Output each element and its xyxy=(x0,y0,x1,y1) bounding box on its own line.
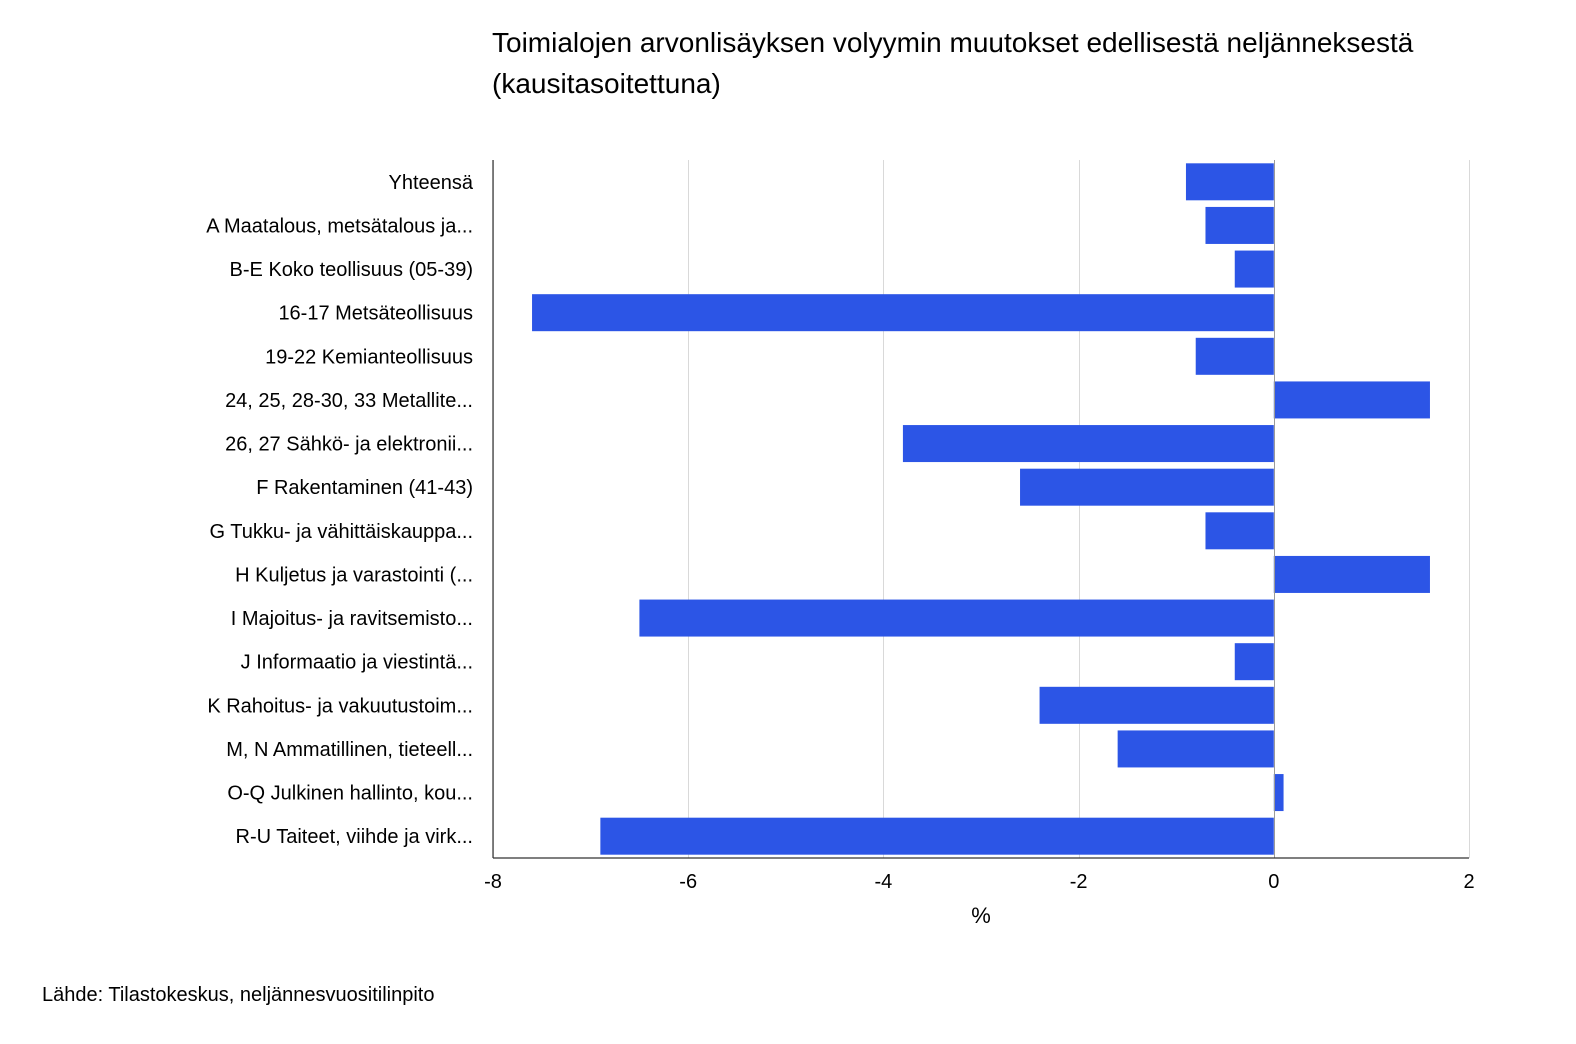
category-label: F Rakentaminen (41-43) xyxy=(256,477,473,499)
bar xyxy=(1273,381,1430,419)
category-label: A Maatalous, metsätalous ja... xyxy=(206,215,473,237)
tick-label: -4 xyxy=(875,871,893,893)
bar xyxy=(600,817,1274,855)
category-label: Yhteensä xyxy=(388,172,473,194)
source-note: Lähde: Tilastokeskus, neljännesvuositili… xyxy=(42,984,435,1006)
category-label: O-Q Julkinen hallinto, kou... xyxy=(227,783,473,805)
tick-label: 2 xyxy=(1463,871,1474,893)
category-label: I Majoitus- ja ravitsemisto... xyxy=(231,608,473,630)
chart-title: Toimialojen arvonlisäyksen volyymin muut… xyxy=(492,22,1552,104)
tick-label: -8 xyxy=(484,871,502,893)
bar xyxy=(1117,730,1274,768)
category-label: 24, 25, 28-30, 33 Metallite... xyxy=(225,390,473,412)
category-label: B-E Koko teollisuus (05-39) xyxy=(230,259,473,281)
category-label: G Tukku- ja vähittäiskauppa... xyxy=(210,521,473,543)
tick-label: -2 xyxy=(1070,871,1088,893)
bar xyxy=(1273,774,1284,812)
bar xyxy=(639,599,1274,637)
category-label: 19-22 Kemianteollisuus xyxy=(265,346,473,368)
chart-subtitle: (kausitasoitettuna) xyxy=(492,68,721,99)
category-label: M, N Ammatillinen, tieteell... xyxy=(226,739,473,761)
bar xyxy=(532,294,1274,332)
bar xyxy=(902,425,1274,463)
category-label: H Kuljetus ja varastointi (... xyxy=(235,564,473,586)
bar xyxy=(1273,555,1430,593)
tick-label: 0 xyxy=(1268,871,1279,893)
tick-label: -6 xyxy=(679,871,697,893)
category-label: 26, 27 Sähkö- ja elektronii... xyxy=(225,434,473,456)
chart-title-line: Toimialojen arvonlisäyksen volyymin muut… xyxy=(492,27,1414,58)
bar xyxy=(1195,337,1274,375)
bar xyxy=(1039,686,1274,724)
bar xyxy=(1205,512,1274,550)
bar xyxy=(1234,643,1274,681)
category-label: K Rahoitus- ja vakuutustoim... xyxy=(207,695,473,717)
bar xyxy=(1020,468,1274,506)
bar xyxy=(1234,250,1274,288)
bar xyxy=(1205,206,1274,244)
bar xyxy=(1185,163,1274,201)
category-label: 16-17 Metsäteollisuus xyxy=(278,303,473,325)
category-label: J Informaatio ja viestintä... xyxy=(241,652,473,674)
x-axis-label: % xyxy=(971,903,991,928)
category-label: R-U Taiteet, viihde ja virk... xyxy=(236,826,474,848)
